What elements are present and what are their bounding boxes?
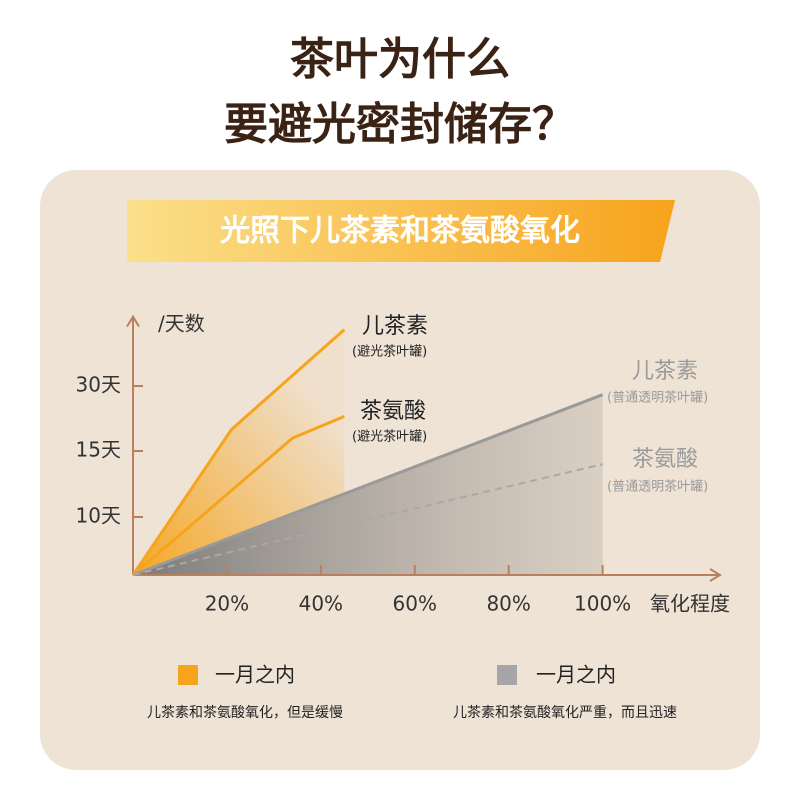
legend-label: 一月之内 [536, 663, 616, 687]
line [131, 328, 346, 576]
y-axis [126, 314, 140, 575]
x-tick-label: 20% [205, 592, 249, 616]
legend-swatch [178, 665, 198, 685]
x-axis-label: 氧化程度 [650, 592, 730, 616]
legend-swatch [497, 665, 517, 685]
series-label: 儿茶素 [362, 314, 428, 339]
line [132, 393, 604, 577]
series-label: 茶氨酸 [632, 447, 698, 472]
line [132, 414, 345, 577]
title: 要避光密封储存？ [224, 99, 576, 150]
line [132, 463, 603, 576]
legend-description: 儿茶素和茶氨酸氧化，但是缓慢 [147, 704, 343, 721]
x-tick-label: 60% [393, 592, 437, 616]
legend-label: 一月之内 [215, 663, 295, 687]
y-tick-label: 30天 [76, 373, 121, 397]
y-tick-label: 10天 [76, 504, 121, 528]
series-label: 儿茶素 [632, 359, 698, 384]
legend-description: 儿茶素和茶氨酸氧化严重，而且迅速 [453, 705, 677, 721]
y-tick-label: 15天 [76, 438, 121, 462]
y-axis-label: /天数 [158, 312, 205, 336]
series-label: 茶氨酸 [360, 399, 426, 424]
series-note: (普通透明茶叶罐) [607, 390, 708, 406]
subtitle: 光照下儿茶素和茶氨酸氧化 [220, 214, 580, 249]
x-tick-label: 100% [574, 592, 631, 616]
x-tick-label: 80% [486, 592, 530, 616]
series-note: (避光茶叶罐) [352, 344, 427, 360]
x-tick-label: 40% [299, 592, 343, 616]
card [40, 170, 760, 770]
banner [127, 200, 675, 262]
x-axis [133, 568, 722, 582]
title: 茶叶为什么 [290, 34, 510, 85]
series-note: (普通透明茶叶罐) [607, 479, 708, 495]
series-note: (避光茶叶罐) [352, 429, 427, 445]
